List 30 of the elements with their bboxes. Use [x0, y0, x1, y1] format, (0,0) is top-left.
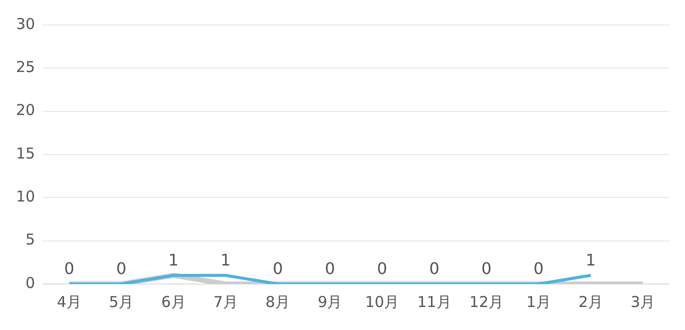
data-label: 1 — [220, 250, 231, 270]
data-label: 0 — [272, 259, 283, 278]
data-label: 1 — [586, 250, 596, 270]
x-tick-label: 6月 — [161, 292, 186, 311]
x-tick-label: 3月 — [630, 292, 656, 311]
y-tick-label: 30 — [16, 14, 36, 33]
data-label: 0 — [481, 259, 492, 278]
y-tick-label: 10 — [16, 188, 36, 206]
x-tick-label: 12月 — [469, 292, 504, 311]
data-label: 0 — [534, 259, 544, 278]
data-label: 0 — [64, 259, 74, 278]
y-tick-label: 0 — [26, 274, 36, 292]
x-tick-label: 2月 — [578, 292, 604, 311]
y-tick-label: 5 — [26, 230, 36, 249]
data-label: 0 — [429, 259, 440, 278]
x-tick-label: 11月 — [417, 292, 452, 311]
x-tick-label: 5月 — [109, 292, 134, 311]
data-label: 0 — [324, 259, 336, 278]
x-tick-label: 1月 — [526, 292, 551, 311]
data-label: 0 — [377, 259, 388, 278]
x-tick-label: 9月 — [318, 292, 342, 311]
data-label: 1 — [168, 250, 179, 270]
x-tick-label: 7月 — [213, 292, 238, 311]
x-tick-label: 8月 — [266, 292, 290, 311]
x-tick-label: 10月 — [365, 292, 400, 311]
y-tick-label: 25 — [16, 58, 36, 76]
data-label: 0 — [116, 259, 126, 278]
x-tick-label: 4月 — [56, 292, 82, 311]
y-tick-label: 15 — [16, 144, 36, 162]
y-tick-label: 20 — [16, 101, 36, 120]
